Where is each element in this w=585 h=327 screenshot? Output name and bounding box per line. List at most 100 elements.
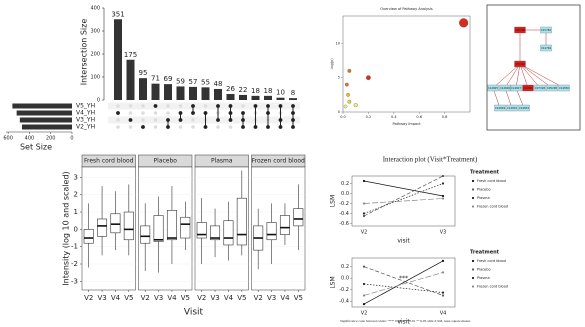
box <box>110 213 121 234</box>
network-node <box>518 104 530 112</box>
matrix-dot <box>228 118 233 122</box>
x-tick-label: V3 <box>440 230 447 236</box>
x-tick-label: V2 <box>361 230 368 236</box>
y-tick-label: 1 <box>74 208 78 216</box>
matrix-dot <box>203 125 208 129</box>
matrix-dot-empty <box>141 104 145 108</box>
bar <box>276 97 285 100</box>
value-label: 175 <box>124 51 137 59</box>
x-tick-label: V5 <box>294 294 303 302</box>
box <box>210 225 221 241</box>
y-tick-label: 200 <box>90 52 100 58</box>
set-label: V3_YH <box>76 117 95 124</box>
y-tick-label: -2 <box>71 260 78 268</box>
x-tick-label: V2 <box>197 294 206 302</box>
point <box>347 99 352 104</box>
value-label: 95 <box>139 69 148 77</box>
x-tick-label: 0.4 <box>391 115 397 119</box>
matrix-dot <box>203 111 208 115</box>
legend-label: Fresh cord blood <box>477 179 506 183</box>
network-edge <box>515 63 521 89</box>
bar <box>126 59 135 100</box>
node-label: C07328 <box>535 86 545 90</box>
node-label: C05298 <box>547 86 557 90</box>
legend-marker <box>471 205 475 208</box>
matrix-dot-empty <box>153 111 158 115</box>
x-tick-label: V4 <box>111 294 121 302</box>
network-node <box>487 84 499 92</box>
point <box>441 259 445 262</box>
node-label: C14826 <box>500 86 510 90</box>
y-tick-label: 2 <box>74 191 78 199</box>
network-node <box>514 60 526 68</box>
bar <box>164 84 172 100</box>
y-tick-label: 0 <box>74 225 78 233</box>
point <box>362 214 366 218</box>
node-label: C14769 <box>541 46 551 50</box>
network-frame <box>486 4 581 131</box>
box <box>123 211 134 241</box>
matrix-dot <box>178 118 183 122</box>
point <box>366 75 371 81</box>
matrix-dot <box>241 125 245 129</box>
matrix-dot <box>278 118 283 122</box>
point <box>344 82 349 87</box>
y-tick-label: -0.4 <box>339 299 349 305</box>
matrix-dot-empty <box>166 111 170 115</box>
network-edge <box>492 63 521 89</box>
network-node <box>534 84 546 92</box>
network-edge <box>492 87 501 109</box>
matrix-dot <box>228 104 233 108</box>
legend-label: Placebo <box>477 268 491 272</box>
x-tick-label: V2 <box>84 294 93 302</box>
matrix-dot-empty <box>191 118 195 122</box>
box <box>97 218 108 237</box>
bar <box>239 94 247 100</box>
chart-title: Interaction plot (Visit*Treatment) <box>383 156 478 164</box>
box <box>196 222 207 239</box>
matrix-dot-empty <box>228 125 233 129</box>
bar <box>226 94 235 100</box>
matrix-dot <box>291 111 295 115</box>
point <box>343 104 348 109</box>
bar <box>264 95 272 100</box>
x-tick-label: 0.0 <box>340 115 346 119</box>
legend-marker <box>471 285 475 288</box>
point <box>441 294 445 297</box>
matrix-dot-empty <box>203 104 208 108</box>
legend-label: Plasma <box>477 196 490 200</box>
legend-title: Treatment <box>470 170 500 176</box>
node-label: C14832 <box>507 106 517 110</box>
set-tick-label: 600 <box>3 136 13 142</box>
y-tick-label: 400 <box>90 6 100 12</box>
matrix-dot <box>166 118 170 122</box>
bar <box>189 86 197 100</box>
legend-marker <box>471 259 475 263</box>
matrix-dot <box>291 125 295 129</box>
value-label: 26 <box>226 85 235 93</box>
matrix-dot-empty <box>241 104 245 108</box>
matrix-dot <box>241 111 245 115</box>
x-tick-label: V3 <box>97 294 106 302</box>
box <box>266 222 277 241</box>
series-line <box>363 266 444 296</box>
point <box>362 265 366 268</box>
network-node <box>558 84 570 92</box>
set-bar <box>12 103 72 109</box>
y-axis-label: -log(p) <box>330 58 334 70</box>
matrix-dot <box>266 111 270 115</box>
set-label: V2_YH <box>76 124 95 131</box>
x-tick-label: 0.2 <box>366 115 372 119</box>
y-tick-label: -1 <box>71 243 78 251</box>
footnote: Significance code between visits: '***' … <box>340 319 471 324</box>
x-tick-label: V4 <box>224 294 234 302</box>
network-node <box>540 26 552 34</box>
matrix-dot <box>253 125 258 129</box>
x-tick-label: V4 <box>167 294 177 302</box>
matrix-dot-empty <box>191 125 195 129</box>
box <box>223 220 234 246</box>
x-tick-label: V2 <box>254 294 263 302</box>
point <box>346 92 350 97</box>
bar <box>114 19 122 100</box>
network-node <box>510 84 522 92</box>
